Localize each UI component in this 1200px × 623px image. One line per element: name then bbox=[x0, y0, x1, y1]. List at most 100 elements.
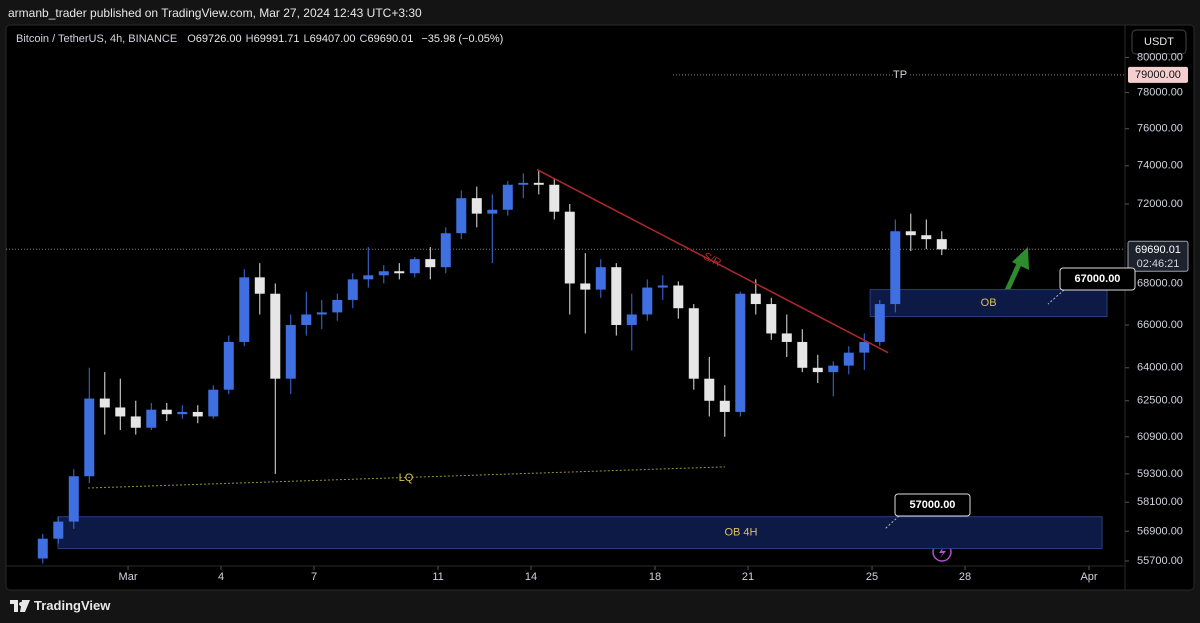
ohlc-key: C bbox=[359, 33, 368, 45]
ohlc-key: L bbox=[303, 33, 310, 45]
x-tick-label: Mar bbox=[119, 571, 138, 583]
candle-body bbox=[518, 182, 529, 185]
candle-body bbox=[130, 416, 141, 428]
y-tick-label: 66000.00 bbox=[1137, 319, 1183, 331]
candle-body bbox=[347, 279, 358, 300]
candle-body bbox=[270, 293, 281, 379]
ohlc-value: 69690.01 bbox=[367, 33, 414, 45]
candle-body bbox=[285, 324, 296, 379]
order-block bbox=[57, 516, 1103, 550]
chart-panel bbox=[5, 24, 1195, 591]
change: −35.98 (−0.05%) bbox=[421, 33, 504, 45]
candle-body bbox=[626, 314, 637, 325]
candle-body bbox=[595, 267, 606, 290]
candle-body bbox=[84, 398, 95, 477]
candle-body bbox=[766, 304, 777, 334]
candle-body bbox=[68, 476, 79, 522]
candle-body bbox=[115, 407, 126, 417]
candle-body bbox=[704, 378, 715, 401]
candle-body bbox=[487, 209, 498, 214]
y-tick-label: 56900.00 bbox=[1137, 525, 1183, 537]
callout-pointer bbox=[1047, 289, 1065, 305]
candle-body bbox=[549, 184, 560, 212]
candle-body bbox=[874, 304, 885, 342]
tp-label: TP bbox=[893, 69, 907, 81]
x-tick-label: 25 bbox=[866, 571, 878, 583]
currency-label[interactable]: USDT bbox=[1144, 36, 1174, 48]
x-tick-label: 14 bbox=[525, 571, 537, 583]
candle-body bbox=[502, 184, 513, 210]
candle-body bbox=[425, 259, 436, 268]
candle-body bbox=[301, 314, 312, 325]
candle-body bbox=[53, 521, 64, 539]
tp-price-badge bbox=[1128, 66, 1188, 83]
lq-label: LQ bbox=[399, 472, 414, 484]
callout-label: 67000.00 bbox=[1075, 273, 1121, 285]
candle-body bbox=[223, 341, 234, 390]
logo bbox=[10, 599, 30, 612]
candle-body bbox=[812, 367, 823, 373]
y-tick-label: 64000.00 bbox=[1137, 362, 1183, 374]
y-tick-label: 76000.00 bbox=[1137, 123, 1183, 135]
candle-body bbox=[921, 235, 932, 240]
candle-body bbox=[239, 277, 250, 342]
ohlc: L69407.00 bbox=[304, 33, 356, 45]
candle-body bbox=[936, 239, 947, 250]
y-tick-label: 68000.00 bbox=[1137, 277, 1183, 289]
y-tick-label: 80000.00 bbox=[1137, 51, 1183, 63]
callout-box bbox=[1059, 267, 1136, 291]
ohlc: H69991.71 bbox=[246, 33, 300, 45]
candle-body bbox=[177, 411, 188, 415]
candle-body bbox=[642, 287, 653, 315]
candle-body bbox=[316, 312, 327, 315]
x-tick-label: 28 bbox=[959, 571, 971, 583]
event-icon-bolt bbox=[939, 546, 946, 558]
candle-body bbox=[750, 293, 761, 305]
x-tick-label: Apr bbox=[1080, 571, 1097, 583]
candle-body bbox=[580, 283, 591, 290]
ohlc-key: O bbox=[187, 33, 196, 45]
ohlc: C69690.01 bbox=[360, 33, 414, 45]
candle-body bbox=[471, 198, 482, 214]
ohlc-key: H bbox=[245, 33, 254, 45]
symbol-legend: Bitcoin / TetherUS, 4h, BINANCE O69726.0… bbox=[16, 33, 503, 45]
candle-body bbox=[99, 398, 110, 408]
zone-label: OB 4H bbox=[724, 527, 757, 539]
sr-line bbox=[536, 168, 889, 354]
last-price-badge bbox=[1127, 240, 1189, 272]
publisher-line: armanb_trader published on TradingView.c… bbox=[8, 6, 422, 20]
x-tick-label: 18 bbox=[649, 571, 661, 583]
candle-body bbox=[781, 333, 792, 342]
candle-body bbox=[859, 341, 870, 353]
ohlc-value: 69991.71 bbox=[253, 33, 300, 45]
candle-body bbox=[657, 285, 668, 288]
candle-body bbox=[890, 231, 901, 305]
candle-body bbox=[905, 231, 916, 236]
candle-body bbox=[611, 267, 622, 325]
x-tick-label: 21 bbox=[742, 571, 754, 583]
candle-body bbox=[37, 538, 48, 559]
y-tick-label: 72000.00 bbox=[1137, 198, 1183, 210]
countdown: 02:46:21 bbox=[1137, 258, 1180, 270]
footer-brand: TradingView bbox=[34, 598, 111, 613]
ohlc: O69726.00 bbox=[187, 33, 241, 45]
y-tick-label: 74000.00 bbox=[1137, 160, 1183, 172]
y-tick-label: 58100.00 bbox=[1137, 496, 1183, 508]
currency-button[interactable] bbox=[1131, 29, 1187, 55]
candle-body bbox=[564, 211, 575, 284]
x-tick-label: 7 bbox=[311, 571, 317, 583]
candle-body bbox=[735, 293, 746, 412]
last-price-label: 69690.01 bbox=[1135, 244, 1181, 256]
y-tick-label: 62500.00 bbox=[1137, 395, 1183, 407]
candle-body bbox=[533, 182, 544, 185]
y-tick-label: 78000.00 bbox=[1137, 87, 1183, 99]
candle-body bbox=[688, 308, 699, 379]
candle-body bbox=[146, 409, 157, 428]
tp-price-label: 79000.00 bbox=[1135, 69, 1181, 81]
callout-box bbox=[894, 493, 971, 517]
zone-label: OB bbox=[981, 297, 997, 309]
candle-body bbox=[378, 271, 389, 276]
candle-body bbox=[673, 285, 684, 309]
